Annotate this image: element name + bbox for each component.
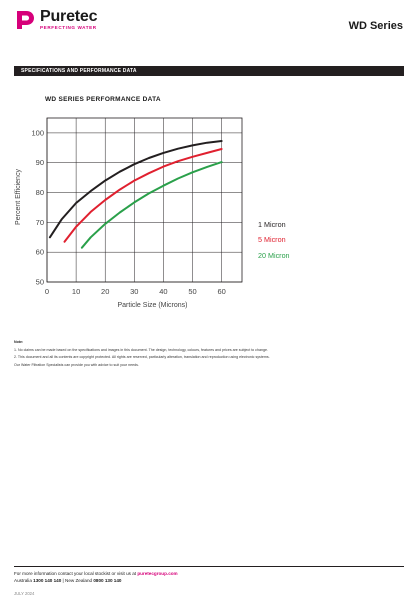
puretec-logo-icon: [17, 11, 34, 29]
footer-nz-phone: 0800 130 140: [93, 578, 122, 583]
note-item-1: 1. No claims can be made based on the sp…: [14, 347, 268, 352]
y-tick-label: 90: [36, 158, 44, 167]
series-line-2: [63, 148, 223, 243]
brand-logo: Puretec PERFECTING WATER: [14, 9, 97, 31]
legend-entry-2: 5 Micron: [258, 235, 286, 244]
section-bar: SPECIFICATIONS AND PERFORMANCE DATA: [14, 66, 404, 76]
x-tick-label: 10: [72, 287, 80, 296]
footer-contact-line: For more information contact your local …: [14, 570, 178, 577]
legend-entry-3: 20 Micron: [258, 251, 290, 260]
footer-website-link[interactable]: puretecgroup.com: [137, 571, 178, 576]
footer: For more information contact your local …: [14, 570, 178, 597]
x-tick-label: 40: [159, 287, 167, 296]
series-line-3: [80, 161, 223, 249]
note-item-2: 2. This document and all its contents ar…: [14, 355, 270, 359]
y-tick-label: 100: [31, 128, 44, 137]
footer-contact-text: For more information contact your local …: [14, 571, 138, 576]
note-item-3: Our Water Filtration Specialists can pro…: [14, 362, 139, 367]
legend-entry-1: 1 Micron: [258, 220, 286, 229]
brand-name: Puretec: [40, 8, 98, 26]
notes-heading: Note:: [14, 340, 24, 344]
x-tick-label: 60: [217, 287, 225, 296]
y-tick-label: 80: [36, 188, 44, 197]
x-tick-label: 50: [188, 287, 196, 296]
plot-frame: [46, 117, 243, 283]
series-line-1: [48, 140, 223, 239]
brand-tagline: PERFECTING WATER: [40, 25, 97, 31]
x-tick-label: 30: [130, 287, 138, 296]
footer-au-label: Australia: [14, 578, 34, 583]
notes-section: Note: 1. No claims can be made based on …: [14, 339, 404, 369]
footer-date: JULY 2024: [14, 591, 35, 596]
x-axis-label: Particle Size (Microns): [117, 302, 187, 309]
y-axis-label: Percent Efficiency: [15, 169, 22, 225]
x-tick-label: 0: [45, 287, 49, 296]
y-tick-label: 50: [36, 278, 44, 287]
footer-separator: | New Zealand: [61, 578, 94, 583]
chart-title: WD SERIES PERFORMANCE DATA: [45, 96, 161, 103]
x-tick-label: 20: [101, 287, 109, 296]
series-title: WD Series: [348, 20, 403, 32]
footer-au-phone: 1300 140 140: [33, 578, 62, 583]
y-tick-label: 60: [36, 248, 44, 257]
footer-divider: [14, 566, 404, 567]
footer-phone-line: Australia 1300 140 140 | New Zealand 080…: [14, 577, 178, 584]
y-tick-label: 70: [36, 218, 44, 227]
